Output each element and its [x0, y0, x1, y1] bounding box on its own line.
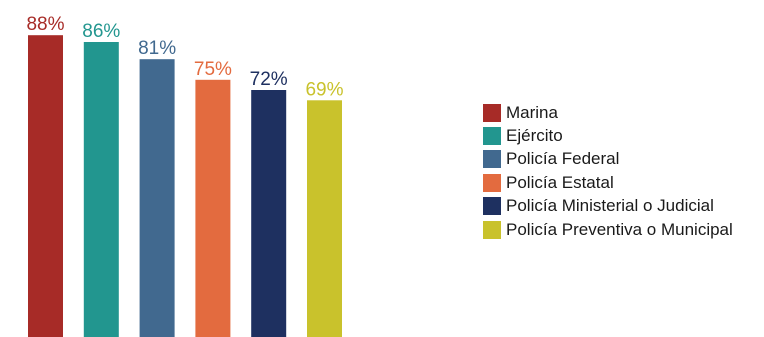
bar-5	[307, 100, 342, 337]
bar-2	[139, 59, 175, 337]
value-label-4: 72%	[250, 69, 288, 90]
legend-label: Policía Ministerial o Judicial	[506, 196, 714, 216]
legend-label: Ejército	[506, 126, 563, 146]
chart-legend: Marina Ejército Policía Federal Policía Est…	[483, 101, 733, 241]
legend-swatch	[483, 150, 501, 169]
legend-swatch	[483, 220, 501, 239]
legend-item: Policía Preventiva o Municipal	[483, 218, 733, 241]
value-label-2: 81%	[138, 38, 176, 59]
legend-swatch	[483, 127, 501, 146]
legend-label: Policía Preventiva o Municipal	[506, 219, 733, 239]
legend-item: Policía Estatal	[483, 171, 733, 194]
legend-item: Policía Federal	[483, 148, 733, 171]
bar-4	[251, 90, 287, 337]
legend-swatch	[483, 197, 501, 216]
bars-group	[28, 35, 342, 337]
legend-label: Policía Federal	[506, 149, 620, 169]
legend-swatch	[483, 173, 501, 192]
bar-1	[83, 42, 119, 337]
value-label-3: 75%	[194, 59, 232, 80]
value-labels-group: 88% 86% 81% 75% 72% 69%	[26, 14, 343, 100]
bar-0	[28, 35, 63, 337]
legend-item: Ejército	[483, 124, 733, 147]
legend-item: Policía Ministerial o Judicial	[483, 195, 733, 218]
value-label-5: 69%	[305, 79, 343, 100]
value-label-1: 86%	[82, 21, 120, 42]
legend-item: Marina	[483, 101, 733, 124]
value-label-0: 88%	[26, 14, 64, 35]
bar-3	[195, 79, 231, 337]
legend-label: Marina	[506, 102, 558, 122]
legend-swatch	[483, 103, 501, 122]
legend-label: Policía Estatal	[506, 172, 614, 192]
